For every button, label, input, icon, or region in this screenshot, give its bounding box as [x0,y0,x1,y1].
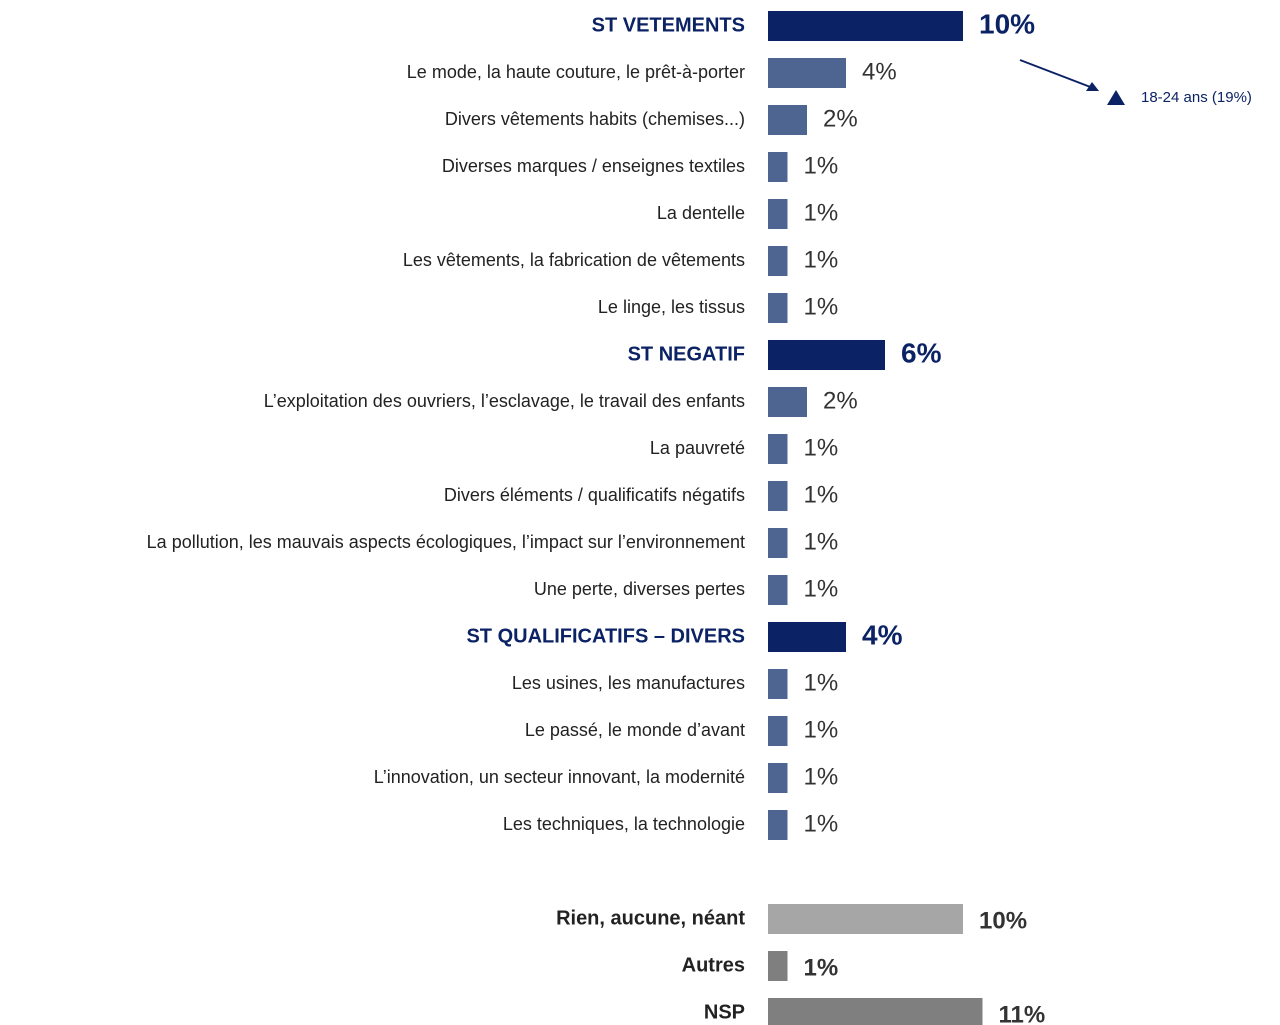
category-label: Les techniques, la technologie [503,814,745,834]
category-label: Autres [682,954,745,976]
value-label: 1% [804,246,839,273]
value-label: 1% [804,669,839,696]
bar [768,998,983,1025]
bar [768,904,963,934]
category-label: Le mode, la haute couture, le prêt-à-por… [407,62,745,82]
value-label: 10% [979,8,1035,39]
value-label: 1% [804,575,839,602]
category-label: L’exploitation des ouvriers, l’esclavage… [264,391,745,411]
arrow-head [1086,82,1099,91]
category-label: Diverses marques / enseignes textiles [442,156,745,176]
up-triangle [1107,90,1125,105]
category-label: Le passé, le monde d’avant [525,720,745,740]
bar [768,669,788,699]
value-label: 1% [804,293,839,320]
bar [768,199,788,229]
category-label: La dentelle [657,203,745,223]
bar [768,575,788,605]
category-label: L’innovation, un secteur innovant, la mo… [374,767,745,787]
bar [768,246,788,276]
category-label: La pauvreté [650,438,745,458]
category-label: NSP [704,1001,745,1023]
category-label: ST NEGATIF [628,343,745,365]
bar [768,340,885,370]
value-label: 1% [804,716,839,743]
annotation: 18-24 ans (19%) [1141,89,1252,106]
category-label: ST QUALIFICATIFS – DIVERS [466,625,745,647]
bar [768,763,788,793]
value-label: 1% [804,954,839,981]
value-label: 1% [804,152,839,179]
category-label: ST VETEMENTS [592,14,745,36]
category-label: Divers éléments / qualificatifs négatifs [444,485,745,505]
category-label: Une perte, diverses pertes [534,579,745,599]
value-label: 11% [999,1001,1046,1025]
value-label: 2% [823,387,858,414]
category-label: Rien, aucune, néant [556,907,745,929]
value-label: 4% [862,619,903,650]
value-label: 4% [862,58,897,85]
value-label: 1% [804,481,839,508]
bar [768,481,788,511]
value-label: 10% [979,907,1027,934]
value-label: 1% [804,199,839,226]
bar [768,387,807,417]
value-label: 1% [804,763,839,790]
value-label: 1% [804,528,839,555]
value-label: 1% [804,810,839,837]
bar [768,716,788,746]
bar [768,434,788,464]
category-label: Divers vêtements habits (chemises...) [445,109,745,129]
bar [768,152,788,182]
bar [768,810,788,840]
bar [768,293,788,323]
annotation-arrow [1019,59,1094,89]
value-label: 2% [823,105,858,132]
bar [768,11,963,41]
bar [768,105,807,135]
category-label: Les usines, les manufactures [512,673,745,693]
value-label: 6% [901,337,942,368]
bar [768,951,788,981]
category-label: Le linge, les tissus [598,297,745,317]
bar [768,622,846,652]
bar [768,58,846,88]
category-label: La pollution, les mauvais aspects écolog… [147,532,745,552]
value-label: 1% [804,434,839,461]
category-label: Les vêtements, la fabrication de vêtemen… [403,250,745,270]
bar [768,528,788,558]
